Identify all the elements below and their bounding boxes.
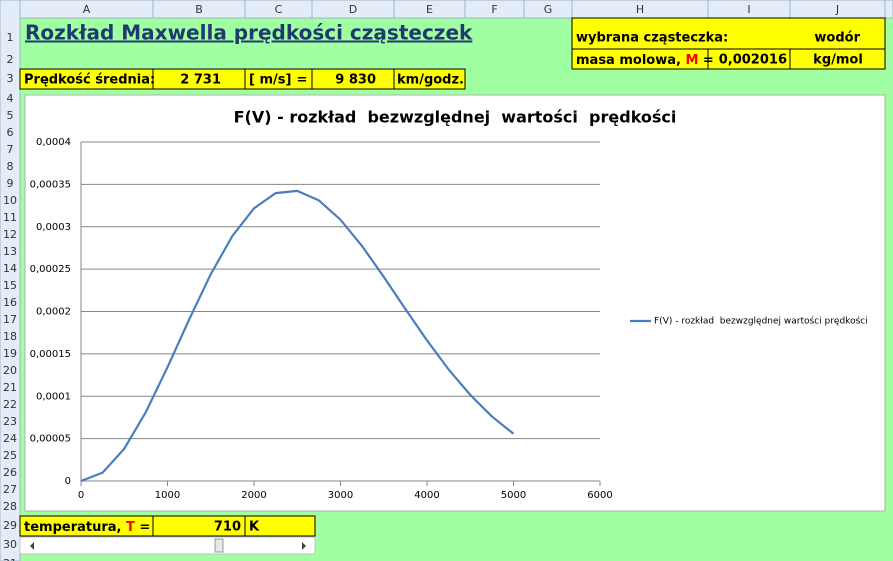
sheet-title: Rozkład Maxwella prędkości cząsteczek [25, 21, 473, 45]
row-header: 17 [3, 313, 17, 326]
x-tick-label: 5000 [501, 490, 526, 501]
y-tick-label: 0,00025 [30, 264, 71, 275]
x-tick-label: 1000 [155, 490, 180, 501]
cell-text: [ m/s] [249, 73, 291, 88]
row-header: 13 [3, 245, 17, 258]
label: = [698, 53, 713, 68]
y-tick-label: 0,00035 [30, 179, 71, 190]
row-header-bar [0, 0, 21, 561]
label: temperatura, [24, 520, 126, 535]
row-header: 23 [3, 415, 17, 428]
column-header: C [275, 3, 283, 16]
row-header: 22 [3, 398, 17, 411]
row-header: 10 [3, 194, 17, 207]
row-header: 14 [3, 262, 17, 275]
x-tick-label: 0 [78, 490, 84, 501]
row-header: 9 [7, 177, 14, 190]
column-header-bar [0, 0, 893, 19]
cell-text: masa molowa, M = [576, 53, 714, 68]
row-header: 30 [3, 538, 17, 551]
row-header: 24 [3, 432, 17, 445]
row-header: 12 [3, 228, 17, 241]
y-tick-label: 0,0002 [36, 307, 71, 318]
column-header: E [426, 3, 433, 16]
cell [571, 17, 886, 50]
scrollbar-thumb[interactable] [214, 538, 224, 553]
row-header: 18 [3, 330, 17, 343]
chart-title: F(V) - rozkład bezwzględnej wartości prę… [234, 108, 677, 127]
series-line [80, 189, 515, 483]
chart: 0 0,00005 0,0001 0,00015 0,0002 0,00025 0,0003… [30, 137, 868, 501]
symbol: M [685, 53, 698, 68]
row-header: 4 [7, 92, 14, 105]
row-header: 28 [3, 500, 17, 513]
chart-area[interactable] [24, 94, 886, 512]
y-tick-label: 0,00015 [30, 349, 71, 360]
column-header: H [636, 3, 644, 16]
cell-text: = [297, 73, 308, 88]
cell-text: 0,002016 [719, 53, 787, 68]
scrollbar-track[interactable] [19, 536, 316, 555]
column-headers: A B C D E F G H I J [83, 0, 886, 18]
column-header: B [195, 3, 203, 16]
y-tick-label: 0,0003 [36, 222, 71, 233]
row-header: 2 [7, 53, 14, 66]
cell-text: Prędkość średnia: [24, 73, 155, 88]
row-header: 27 [3, 483, 17, 496]
row-header: 16 [3, 296, 17, 309]
label: = [135, 520, 150, 535]
x-tick-label: 4000 [414, 490, 439, 501]
symbol: T [126, 520, 135, 535]
column-header: D [349, 3, 357, 16]
legend-label: F(V) - rozkład bezwzględnej wartości prę… [654, 316, 868, 327]
column-header: I [747, 3, 750, 16]
row-header: 11 [3, 211, 17, 224]
cell-text: wybrana cząsteczka: [576, 31, 728, 46]
x-tick-label: 3000 [328, 490, 353, 501]
cell-text: km/godz. [397, 73, 464, 88]
row-header: 15 [3, 279, 17, 292]
cell [393, 68, 466, 90]
label: masa molowa, [576, 53, 685, 68]
cell-text: 2 731 [180, 73, 221, 88]
row-header: 5 [7, 109, 14, 122]
cell-text: kg/mol [813, 53, 863, 68]
row-header: 25 [3, 449, 17, 462]
row-header: 8 [7, 160, 14, 173]
row-header: 7 [7, 143, 14, 156]
row-header: 20 [3, 364, 17, 377]
row-header: 31 [3, 557, 17, 561]
column-header: G [544, 3, 553, 16]
cell-text: 9 830 [335, 73, 376, 88]
scrollbar[interactable] [19, 536, 316, 555]
cell [244, 515, 316, 537]
y-tick-label: 0,0001 [36, 391, 71, 402]
x-tick-label: 6000 [587, 490, 612, 501]
cell-text: temperatura, T = [24, 520, 150, 535]
y-tick-label: 0,00005 [30, 434, 71, 445]
yellow-cells [19, 17, 886, 537]
row-headers: 1234567891011121314151617181920212223242… [3, 31, 17, 561]
row-header: 29 [3, 519, 17, 532]
row-header: 1 [7, 31, 14, 44]
row-header: 3 [7, 72, 14, 85]
cell [789, 48, 886, 70]
cell-text: K [249, 520, 260, 535]
column-header: J [835, 3, 839, 16]
column-header: F [491, 3, 497, 16]
y-tick-label: 0,0004 [36, 137, 71, 148]
column-header: A [83, 3, 91, 16]
row-header: 19 [3, 347, 17, 360]
y-tick-label: 0 [65, 476, 71, 487]
cell-text: 710 [214, 520, 241, 535]
row-header: 21 [3, 381, 17, 394]
row-header: 26 [3, 466, 17, 479]
cell-text: wodór [814, 31, 860, 46]
row-header: 6 [7, 126, 14, 139]
x-tick-label: 2000 [241, 490, 266, 501]
